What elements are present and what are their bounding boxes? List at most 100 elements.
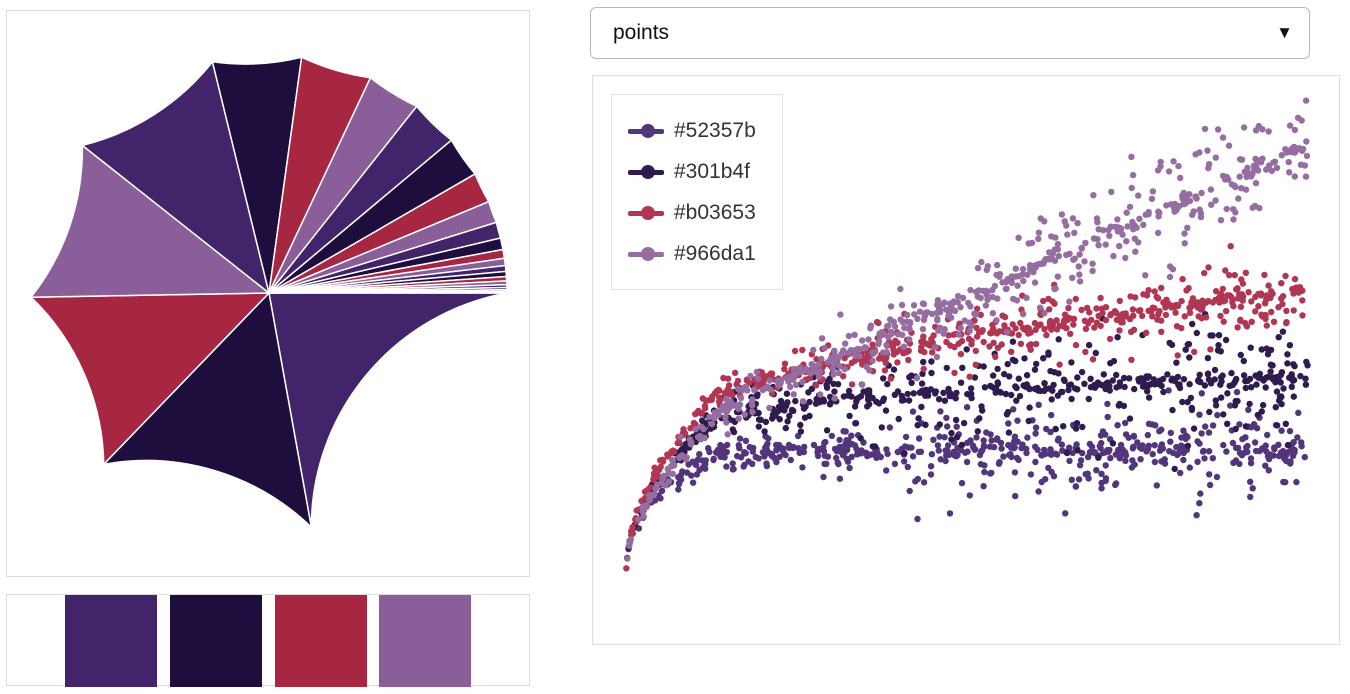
scatter-point[interactable]: [791, 347, 799, 355]
scatter-point[interactable]: [914, 422, 921, 429]
scatter-point[interactable]: [1167, 438, 1174, 445]
scatter-point[interactable]: [862, 354, 869, 361]
scatter-point[interactable]: [1048, 233, 1055, 240]
scatter-point[interactable]: [653, 483, 660, 491]
scatter-point[interactable]: [1092, 349, 1099, 357]
scatter-point[interactable]: [1240, 357, 1247, 365]
scatter-point[interactable]: [1189, 320, 1196, 328]
scatter-point[interactable]: [1054, 240, 1062, 248]
scatter-point[interactable]: [958, 479, 966, 487]
scatter-point[interactable]: [1106, 335, 1114, 343]
scatter-point[interactable]: [910, 302, 918, 309]
scatter-point[interactable]: [940, 389, 947, 396]
scatter-point[interactable]: [1055, 435, 1062, 442]
scatter-point[interactable]: [638, 497, 645, 505]
scatter-point[interactable]: [1064, 449, 1071, 457]
scatter-point[interactable]: [1275, 441, 1282, 448]
scatter-point[interactable]: [1173, 206, 1180, 213]
scatter-point[interactable]: [978, 448, 985, 455]
scatter-point[interactable]: [980, 437, 987, 444]
scatter-point[interactable]: [800, 405, 808, 412]
scatter-point[interactable]: [1073, 420, 1081, 427]
scatter-point[interactable]: [1290, 290, 1297, 297]
scatter-point[interactable]: [1188, 406, 1196, 414]
scatter-point[interactable]: [1032, 424, 1040, 431]
scatter-point[interactable]: [623, 565, 630, 572]
scatter-point[interactable]: [1140, 221, 1147, 228]
scatter-point[interactable]: [1136, 215, 1143, 222]
scatter-point[interactable]: [954, 293, 962, 300]
scatter-point[interactable]: [948, 436, 955, 443]
scatter-point[interactable]: [788, 406, 796, 414]
scatter-point[interactable]: [1119, 314, 1126, 321]
scatter-point[interactable]: [1009, 338, 1017, 345]
scatter-point[interactable]: [818, 335, 826, 342]
scatter-point[interactable]: [974, 428, 981, 435]
scatter-point[interactable]: [994, 344, 1002, 351]
scatter-point[interactable]: [894, 339, 901, 347]
scatter-point[interactable]: [1197, 490, 1204, 497]
scatter-point[interactable]: [1041, 309, 1048, 317]
scatter-point[interactable]: [1060, 376, 1068, 383]
scatter-point[interactable]: [1027, 471, 1035, 478]
scatter-point[interactable]: [1160, 299, 1167, 306]
scatter-point[interactable]: [1227, 243, 1234, 250]
scatter-point[interactable]: [1001, 370, 1008, 378]
scatter-point[interactable]: [895, 330, 902, 338]
scatter-point[interactable]: [1196, 411, 1203, 418]
scatter-point[interactable]: [1199, 448, 1207, 455]
scatter-point[interactable]: [918, 380, 926, 387]
scatter-point[interactable]: [997, 439, 1005, 446]
scatter-point[interactable]: [919, 370, 926, 377]
scatter-point[interactable]: [845, 392, 852, 399]
scatter-point[interactable]: [781, 360, 789, 367]
scatter-point[interactable]: [824, 453, 832, 460]
scatter-point[interactable]: [644, 486, 652, 494]
scatter-point[interactable]: [916, 389, 924, 396]
scatter-point[interactable]: [729, 460, 736, 467]
scatter-point[interactable]: [1145, 287, 1152, 294]
scatter-point[interactable]: [1204, 147, 1211, 154]
scatter-point[interactable]: [754, 375, 762, 382]
scatter-point[interactable]: [966, 319, 973, 326]
scatter-point[interactable]: [895, 415, 902, 423]
scatter-point[interactable]: [755, 423, 762, 430]
scatter-point[interactable]: [914, 515, 921, 523]
scatter-point[interactable]: [939, 300, 947, 308]
scatter-point[interactable]: [1019, 266, 1027, 273]
scatter-point[interactable]: [1082, 325, 1090, 333]
scatter-point[interactable]: [1075, 476, 1083, 483]
scatter-point[interactable]: [1204, 354, 1212, 362]
scatter-point[interactable]: [901, 324, 908, 331]
scatter-point[interactable]: [1043, 425, 1050, 433]
scatter-point[interactable]: [994, 261, 1001, 269]
scatter-point[interactable]: [865, 390, 873, 397]
scatter-point[interactable]: [1006, 451, 1013, 459]
scatter-point[interactable]: [1275, 375, 1282, 383]
scatter-point[interactable]: [839, 452, 847, 459]
scatter-point[interactable]: [1132, 248, 1139, 255]
scatter-point[interactable]: [1255, 290, 1262, 298]
scatter-point[interactable]: [1291, 362, 1298, 370]
scatter-point[interactable]: [1219, 134, 1227, 141]
scatter-point[interactable]: [1026, 342, 1033, 349]
scatter-point[interactable]: [1280, 478, 1287, 486]
scatter-point[interactable]: [1025, 240, 1032, 247]
scatter-point[interactable]: [1035, 235, 1042, 243]
scatter-point[interactable]: [1241, 168, 1249, 176]
scatter-point[interactable]: [1198, 390, 1205, 397]
scatter-point[interactable]: [828, 432, 836, 440]
scatter-point[interactable]: [1088, 383, 1096, 391]
scatter-point[interactable]: [1242, 186, 1250, 193]
scatter-point[interactable]: [953, 434, 961, 441]
scatter-point[interactable]: [1173, 301, 1180, 309]
scatter-point[interactable]: [1076, 278, 1084, 285]
scatter-point[interactable]: [959, 364, 966, 371]
scatter-point[interactable]: [651, 497, 659, 504]
scatter-point[interactable]: [953, 389, 960, 397]
scatter-point[interactable]: [1058, 211, 1066, 218]
scatter-point[interactable]: [900, 343, 908, 350]
scatter-point[interactable]: [1095, 226, 1102, 233]
scatter-point[interactable]: [1190, 425, 1198, 432]
scatter-point[interactable]: [880, 395, 888, 402]
